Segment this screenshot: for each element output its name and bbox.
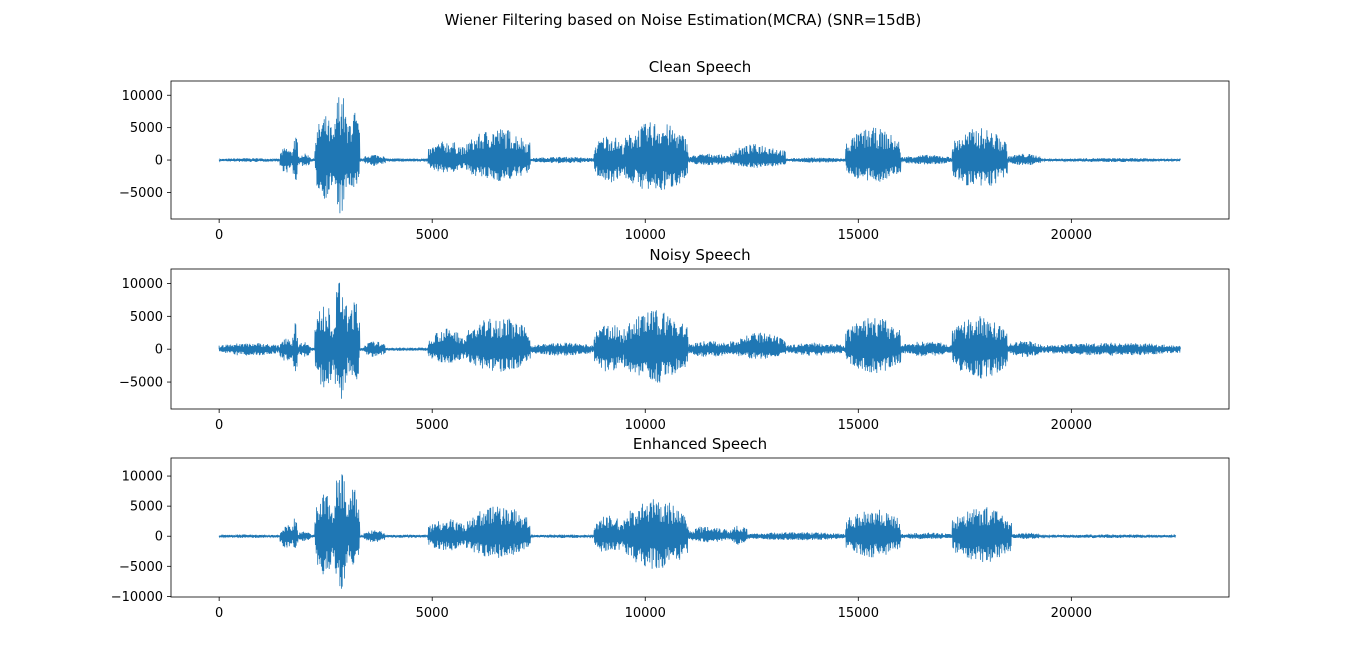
- enhanced-speech-ytick-label: −5000: [119, 560, 163, 575]
- enhanced-speech-ytick-label: 10000: [122, 470, 163, 485]
- enhanced-speech-xtick-label: 10000: [625, 606, 666, 621]
- enhanced-speech-title: Enhanced Speech: [633, 435, 767, 453]
- enhanced-speech-waveform: [218, 474, 1177, 589]
- noisy-speech-xtick-label: 0: [215, 418, 223, 433]
- noisy-speech-waveform: [218, 282, 1181, 399]
- clean-speech-xtick-label: 0: [215, 228, 223, 243]
- clean-speech-xtick-label: 20000: [1051, 228, 1092, 243]
- noisy-speech-xtick-label: 10000: [625, 418, 666, 433]
- enhanced-speech-xtick-label: 15000: [838, 606, 879, 621]
- clean-speech-ytick-label: 5000: [130, 121, 163, 136]
- noisy-speech-xtick-label: 15000: [838, 418, 879, 433]
- clean-speech-plot: Clean Speech 0 5000 10000 15000 20000 −5000 0 50…: [119, 58, 1230, 243]
- clean-speech-xtick-label: 5000: [416, 228, 449, 243]
- enhanced-speech-xtick-label: 0: [215, 606, 223, 621]
- noisy-speech-ytick-label: 10000: [122, 277, 163, 292]
- clean-speech-ytick-label: 0: [155, 154, 163, 169]
- enhanced-speech-ytick-label: 5000: [130, 500, 163, 515]
- noisy-speech-xtick-label: 20000: [1051, 418, 1092, 433]
- enhanced-speech-ytick-label: −10000: [111, 590, 163, 605]
- noisy-speech-ytick-label: 0: [155, 343, 163, 358]
- noisy-speech-plot: Noisy Speech 0 5000 10000 15000 20000 −5000 0 50…: [119, 246, 1230, 433]
- clean-speech-ytick-label: 10000: [122, 89, 163, 104]
- clean-speech-waveform: [218, 97, 1181, 214]
- noisy-speech-ytick-label: −5000: [119, 376, 163, 391]
- clean-speech-ytick-label: −5000: [119, 186, 163, 201]
- enhanced-speech-xtick-label: 20000: [1051, 606, 1092, 621]
- figure-suptitle: Wiener Filtering based on Noise Estimati…: [445, 11, 922, 29]
- enhanced-speech-xtick-label: 5000: [416, 606, 449, 621]
- noisy-speech-title: Noisy Speech: [649, 246, 750, 264]
- noisy-speech-axes-frame: [170, 268, 1230, 410]
- enhanced-speech-plot: Enhanced Speech 0 5000 10000 15000 20000 −1000…: [111, 435, 1230, 621]
- clean-speech-title: Clean Speech: [649, 58, 752, 76]
- noisy-speech-xtick-label: 5000: [416, 418, 449, 433]
- clean-speech-xtick-label: 10000: [625, 228, 666, 243]
- enhanced-speech-axes-frame: [170, 457, 1230, 598]
- clean-speech-xtick-label: 15000: [838, 228, 879, 243]
- enhanced-speech-ytick-label: 0: [155, 530, 163, 545]
- clean-speech-axes-frame: [170, 80, 1230, 220]
- noisy-speech-ytick-label: 5000: [130, 310, 163, 325]
